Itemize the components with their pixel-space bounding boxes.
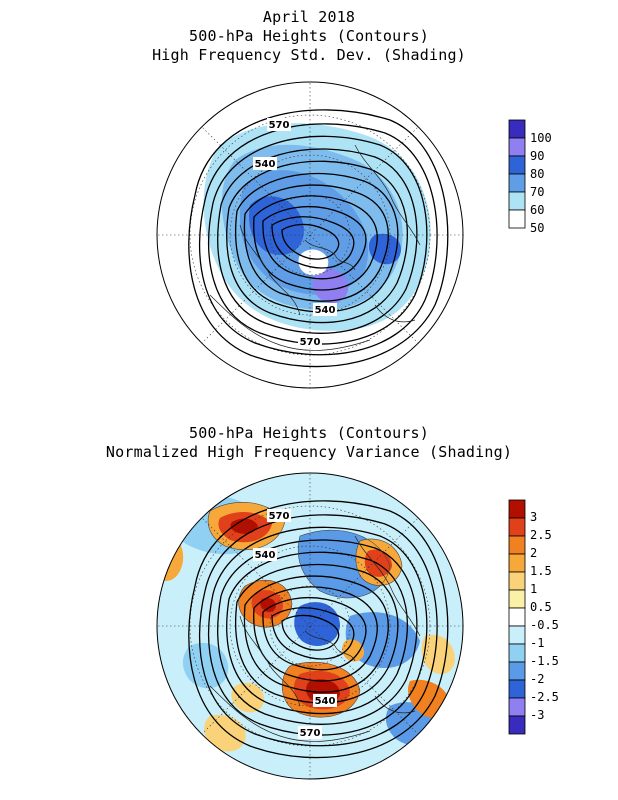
bottom-label-540-lower: 540 bbox=[315, 696, 336, 707]
bottom-graticule bbox=[157, 473, 463, 779]
top-cbar-label-50: 50 bbox=[530, 221, 544, 235]
bottom-colorbar-swatch-10 bbox=[508, 679, 526, 699]
top-colorbar-swatch-5 bbox=[508, 209, 526, 229]
bottom-colorbar-swatch-4 bbox=[508, 571, 526, 591]
top-colorbar-swatch-3 bbox=[508, 173, 526, 193]
bottom-cbar-label-1-5: 1.5 bbox=[530, 564, 552, 578]
bottom-colorbar-swatch-0 bbox=[508, 499, 526, 519]
bottom-colorbar-swatch-8 bbox=[508, 643, 526, 663]
bottom-cbar-label-neg-3: -3 bbox=[530, 708, 544, 722]
bottom-map-content bbox=[157, 473, 463, 779]
top-cbar-label-70: 70 bbox=[530, 185, 544, 199]
top-colorbar-labels: 100 90 80 70 60 50 bbox=[530, 131, 552, 235]
bottom-title: 500-hPa Heights (Contours) Normalized Hi… bbox=[0, 424, 618, 462]
bottom-contour-labels: 570 540 540 570 bbox=[253, 509, 337, 739]
bottom-cbar-label-neg-1: -1 bbox=[530, 636, 544, 650]
bottom-cbar-label-neg-0-5: -0.5 bbox=[530, 618, 559, 632]
top-polar-map: 570 540 540 570 bbox=[156, 81, 464, 389]
top-cbar-label-80: 80 bbox=[530, 167, 544, 181]
bottom-colorbar-swatches bbox=[508, 499, 526, 735]
bottom-colorbar-swatch-11 bbox=[508, 697, 526, 717]
bottom-cbar-label-0-5: 0.5 bbox=[530, 600, 552, 614]
top-cbar-label-90: 90 bbox=[530, 149, 544, 163]
top-colorbar-swatch-4 bbox=[508, 191, 526, 211]
top-map-content bbox=[157, 82, 463, 388]
top-colorbar-swatch-0 bbox=[508, 119, 526, 139]
top-contour-labels: 570 540 540 570 bbox=[253, 118, 337, 348]
bottom-colorbar-swatch-7 bbox=[508, 625, 526, 645]
bottom-colorbar-swatch-9 bbox=[508, 661, 526, 681]
top-colorbar-swatch-2 bbox=[508, 155, 526, 175]
bottom-anomaly-outlines bbox=[207, 501, 403, 718]
top-title-line-2: 500-hPa Heights (Contours) bbox=[189, 27, 429, 45]
top-height-contours bbox=[188, 109, 449, 368]
bottom-colorbar: 3 2.5 2 1.5 1 0.5 -0.5 -1 -1.5 -2 -2.5 -… bbox=[508, 499, 559, 735]
bottom-cbar-label-neg-2: -2 bbox=[530, 672, 544, 686]
bottom-cbar-label-2-5: 2.5 bbox=[530, 528, 552, 542]
bottom-colorbar-swatch-5 bbox=[508, 589, 526, 609]
top-map-border bbox=[156, 81, 464, 389]
bottom-cbar-label-neg-1-5: -1.5 bbox=[530, 654, 559, 668]
bottom-label-570-lower: 570 bbox=[300, 728, 321, 739]
bottom-colorbar-swatch-6 bbox=[508, 607, 526, 627]
bottom-polar-map: 570 540 540 570 bbox=[156, 472, 464, 780]
bottom-label-570-upper: 570 bbox=[269, 511, 290, 522]
bottom-colorbar-swatch-2 bbox=[508, 535, 526, 555]
bottom-cbar-label-3: 3 bbox=[530, 510, 537, 524]
bottom-height-contours bbox=[188, 500, 449, 759]
bottom-colorbar-swatch-12 bbox=[508, 715, 526, 735]
bottom-coastlines bbox=[209, 535, 421, 742]
bottom-colorbar-swatch-3 bbox=[508, 553, 526, 573]
top-colorbar-swatch-1 bbox=[508, 137, 526, 157]
bottom-cbar-label-2: 2 bbox=[530, 546, 537, 560]
bottom-title-line-1: 500-hPa Heights (Contours) bbox=[189, 424, 429, 442]
top-title-line-3: High Frequency Std. Dev. (Shading) bbox=[152, 46, 466, 64]
bottom-cbar-label-neg-2-5: -2.5 bbox=[530, 690, 559, 704]
top-title-line-1: April 2018 bbox=[262, 8, 356, 26]
top-colorbar-swatches bbox=[508, 119, 526, 229]
bottom-cbar-label-1: 1 bbox=[530, 582, 537, 596]
bottom-label-540-upper: 540 bbox=[255, 550, 276, 561]
top-cbar-label-60: 60 bbox=[530, 203, 544, 217]
top-cbar-label-100: 100 bbox=[530, 131, 552, 145]
top-colorbar: 100 90 80 70 60 50 bbox=[508, 119, 552, 235]
top-label-540-upper: 540 bbox=[255, 159, 276, 170]
bottom-map-border bbox=[156, 472, 464, 780]
top-label-570-lower: 570 bbox=[300, 337, 321, 348]
top-label-570-upper: 570 bbox=[269, 120, 290, 131]
top-label-540-lower: 540 bbox=[315, 305, 336, 316]
bottom-colorbar-swatch-1 bbox=[508, 517, 526, 537]
top-title: April 2018 500-hPa Heights (Contours) Hi… bbox=[0, 8, 618, 65]
bottom-title-line-2: Normalized High Frequency Variance (Shad… bbox=[105, 443, 513, 461]
top-coastlines bbox=[209, 144, 421, 351]
bottom-colorbar-labels: 3 2.5 2 1.5 1 0.5 -0.5 -1 -1.5 -2 -2.5 -… bbox=[530, 510, 559, 722]
